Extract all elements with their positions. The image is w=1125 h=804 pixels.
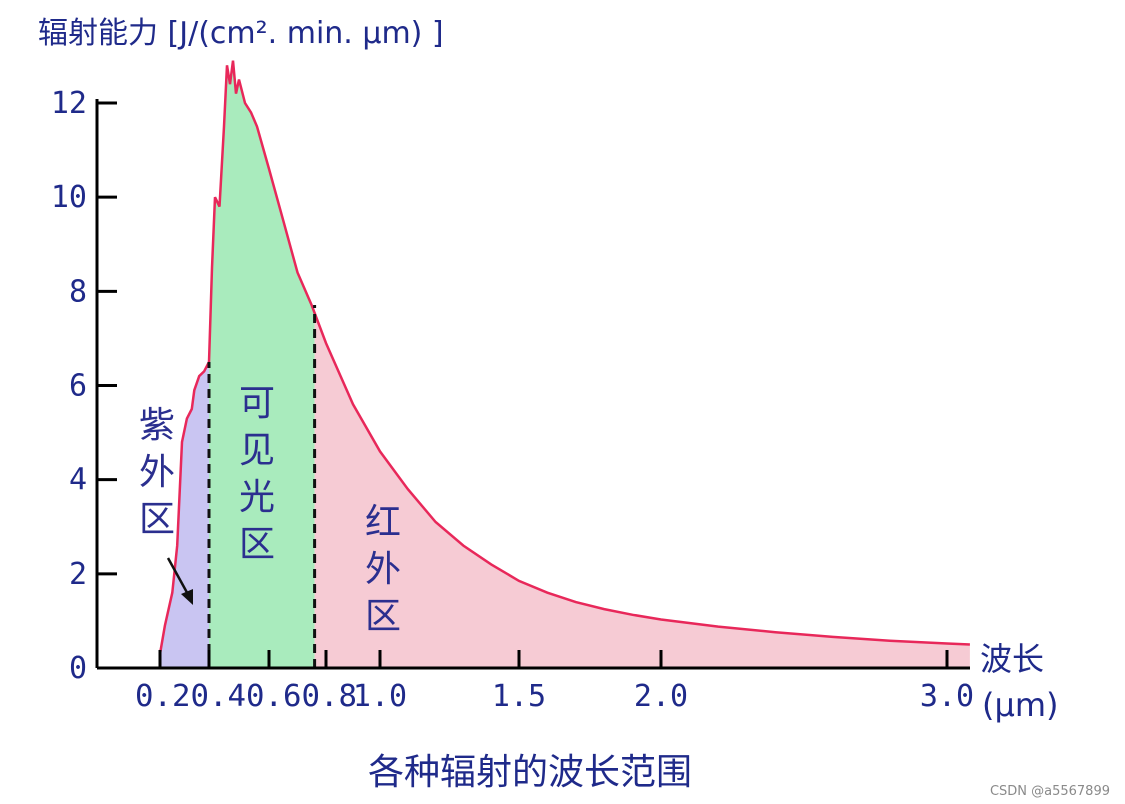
region-label-2-char-2: 区 <box>365 596 401 637</box>
x-tick-labels-group: 0.20.40.60.8 <box>135 679 357 714</box>
y-tick-label-4: 8 <box>69 274 87 309</box>
y-tick-label-1: 2 <box>69 557 87 592</box>
uv-pointer-arrowhead <box>181 589 193 605</box>
region-label-0: 紫外区 <box>139 405 175 540</box>
region-label-2-char-1: 外 <box>365 549 401 590</box>
uv-pointer-line <box>166 557 192 599</box>
y-ticks: 0 2 4 6 8 10 12 <box>51 86 117 686</box>
region-label-0-char-1: 外 <box>139 452 175 493</box>
y-tick-label-6: 12 <box>51 86 87 121</box>
x-axis-label: 波长 <box>980 640 1044 678</box>
x-ticks: 0.20.40.60.81.0 1.5 2.0 3.0 <box>135 650 974 714</box>
region-area-1 <box>209 60 315 669</box>
region-label-1-char-3: 区 <box>239 524 275 565</box>
region-label-0-char-0: 紫 <box>139 405 175 446</box>
watermark: CSDN @a5567899 <box>990 784 1110 799</box>
region-label-2-char-0: 红 <box>365 502 401 543</box>
y-tick-label-3: 6 <box>69 369 87 404</box>
x-tick-label-6: 2.0 <box>634 679 688 714</box>
region-label-0-char-2: 区 <box>139 499 175 540</box>
series-curve <box>158 60 970 655</box>
region-area-2 <box>314 313 970 668</box>
y-tick-label-2: 4 <box>69 463 87 498</box>
region-areas <box>160 60 970 669</box>
region-area-0 <box>160 362 209 668</box>
chart-caption: 各种辐射的波长范围 <box>368 752 692 793</box>
region-label-1-char-1: 见 <box>239 430 275 471</box>
y-tick-label-5: 10 <box>51 180 87 215</box>
region-label-1-char-0: 可 <box>239 383 275 424</box>
x-axis-unit: (μm) <box>982 686 1059 724</box>
region-label-2: 红外区 <box>365 502 401 637</box>
x-tick-label-7: 3.0 <box>920 679 974 714</box>
x-tick-label-5: 1.5 <box>492 679 546 714</box>
x-tick-label-4: 1.0 <box>353 679 407 714</box>
y-axis-label: 辐射能力 [J/(cm². min. μm) ] <box>38 16 444 51</box>
region-label-1-char-2: 光 <box>239 477 275 518</box>
y-tick-label-0: 0 <box>69 651 87 686</box>
region-dividers <box>207 304 317 668</box>
